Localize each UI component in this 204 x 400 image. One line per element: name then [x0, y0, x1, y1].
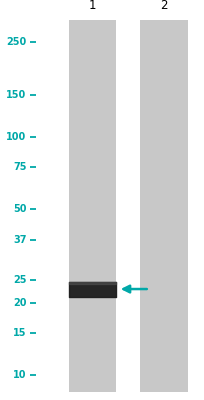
Text: 100: 100 — [6, 132, 27, 142]
Text: 2: 2 — [160, 0, 167, 12]
Text: 1: 1 — [88, 0, 95, 12]
FancyBboxPatch shape — [140, 20, 187, 392]
FancyBboxPatch shape — [68, 20, 115, 392]
Text: 15: 15 — [13, 328, 27, 338]
Text: 150: 150 — [6, 90, 27, 100]
Text: 75: 75 — [13, 162, 27, 172]
Text: 10: 10 — [13, 370, 27, 380]
Text: 25: 25 — [13, 276, 27, 286]
Text: 250: 250 — [6, 37, 27, 47]
Text: 20: 20 — [13, 298, 27, 308]
Text: 37: 37 — [13, 235, 27, 245]
Text: 50: 50 — [13, 204, 27, 214]
